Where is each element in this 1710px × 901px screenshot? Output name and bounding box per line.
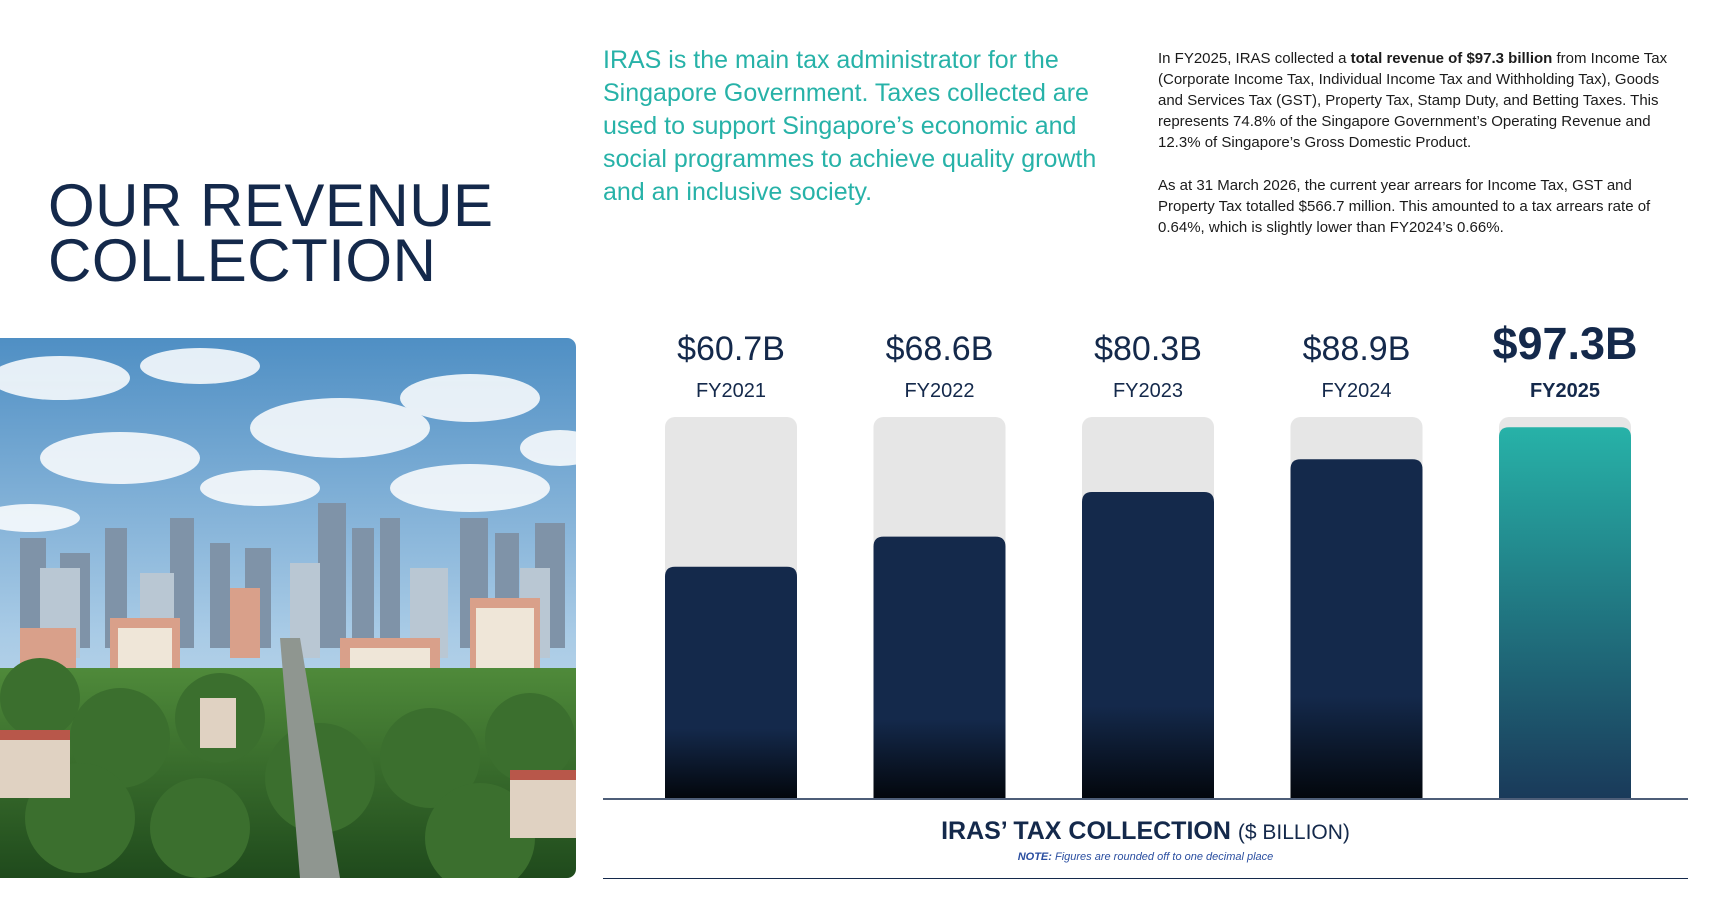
bar-fy2023	[1082, 492, 1214, 798]
summary-paragraph-2: As at 31 March 2026, the current year ar…	[1158, 177, 1651, 236]
category-label-fy2022: FY2022	[904, 380, 974, 402]
chart-bottom-rule	[603, 878, 1688, 879]
bar-fy2024	[1290, 459, 1423, 798]
value-label-fy2024: $88.9B	[1303, 330, 1411, 368]
value-label-fy2021: $60.7B	[677, 330, 785, 368]
page-title-line1: OUR REVENUE	[48, 172, 494, 239]
page-title: OUR REVENUE COLLECTION	[48, 172, 494, 294]
tax-collection-chart: $60.7B FY2021 $68.6B FY2022 $80.3B FY2023 $88.…	[603, 318, 1688, 900]
category-label-fy2021: FY2021	[696, 380, 766, 402]
category-label-fy2023: FY2023	[1113, 380, 1183, 402]
intro-text: IRAS is the main tax administrator for t…	[603, 46, 1097, 206]
page-title-line2: COLLECTION	[48, 227, 437, 294]
category-label-fy2025: FY2025	[1530, 380, 1600, 402]
bar-fy2025	[1499, 427, 1631, 798]
category-label-fy2024: FY2024	[1321, 380, 1391, 402]
chart-unit: ($ BILLION)	[1237, 821, 1350, 844]
chart-note: NOTE: Figures are rounded off to one dec…	[1017, 851, 1274, 863]
bar-fy2022	[873, 536, 1006, 798]
chart-title: IRAS’ TAX COLLECTION ($ BILLION)	[941, 817, 1350, 845]
value-label-fy2022: $68.6B	[886, 330, 994, 368]
city-skyline-photo	[0, 338, 576, 878]
summary-text: In FY2025, IRAS collected a total revenu…	[1158, 48, 1678, 260]
summary-paragraph-1: In FY2025, IRAS collected a total revenu…	[1158, 50, 1668, 151]
bar-fy2021	[665, 566, 797, 798]
bar-chart-canvas: $60.7B FY2021 $68.6B FY2022 $80.3B FY2023 $88.…	[603, 318, 1688, 800]
value-label-fy2023: $80.3B	[1094, 330, 1202, 368]
total-revenue-highlight: total revenue of $97.3 billion	[1350, 50, 1553, 67]
value-label-fy2025: $97.3B	[1492, 318, 1637, 369]
